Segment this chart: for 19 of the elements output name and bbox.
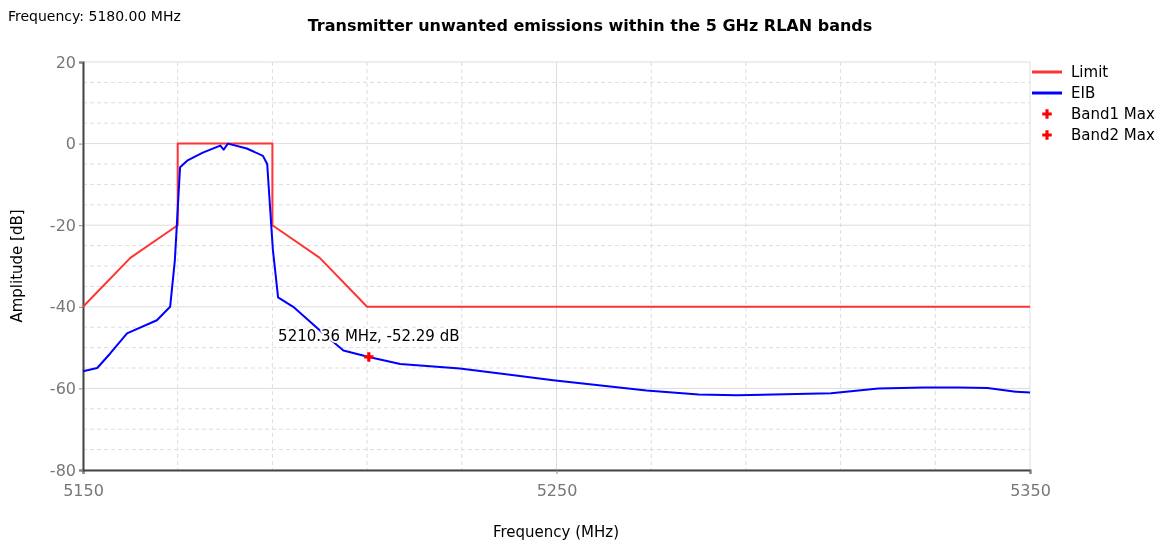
legend-label: EIB	[1071, 84, 1096, 102]
y-tick-label: -80	[49, 460, 76, 480]
line-series	[82, 142, 1031, 308]
x-tick-label: 5150	[63, 481, 104, 501]
legend-label: Limit	[1071, 63, 1109, 81]
text: Frequency: 5180.00 MHz	[8, 8, 181, 24]
chart-title: Transmitter unwanted emissions within the 5 GHz RLAN bands	[307, 16, 873, 35]
y-tick-label: 20	[55, 52, 76, 72]
legend-label: Band2 Max	[1071, 126, 1155, 144]
y-tick-label: -20	[49, 215, 76, 235]
line-series	[82, 142, 1031, 397]
legend-label: Band1 Max	[1071, 105, 1155, 123]
x-tick-label: 5350	[1010, 481, 1051, 501]
x-axis-title: Frequency (MHz)	[492, 523, 620, 541]
x-tick-label: 5250	[536, 481, 578, 501]
y-tick-label: -60	[49, 379, 76, 399]
y-axis-title: Amplitude [dB]	[8, 209, 26, 323]
y-tick-label: -40	[49, 297, 76, 317]
y-tick-label: 0	[65, 134, 76, 154]
